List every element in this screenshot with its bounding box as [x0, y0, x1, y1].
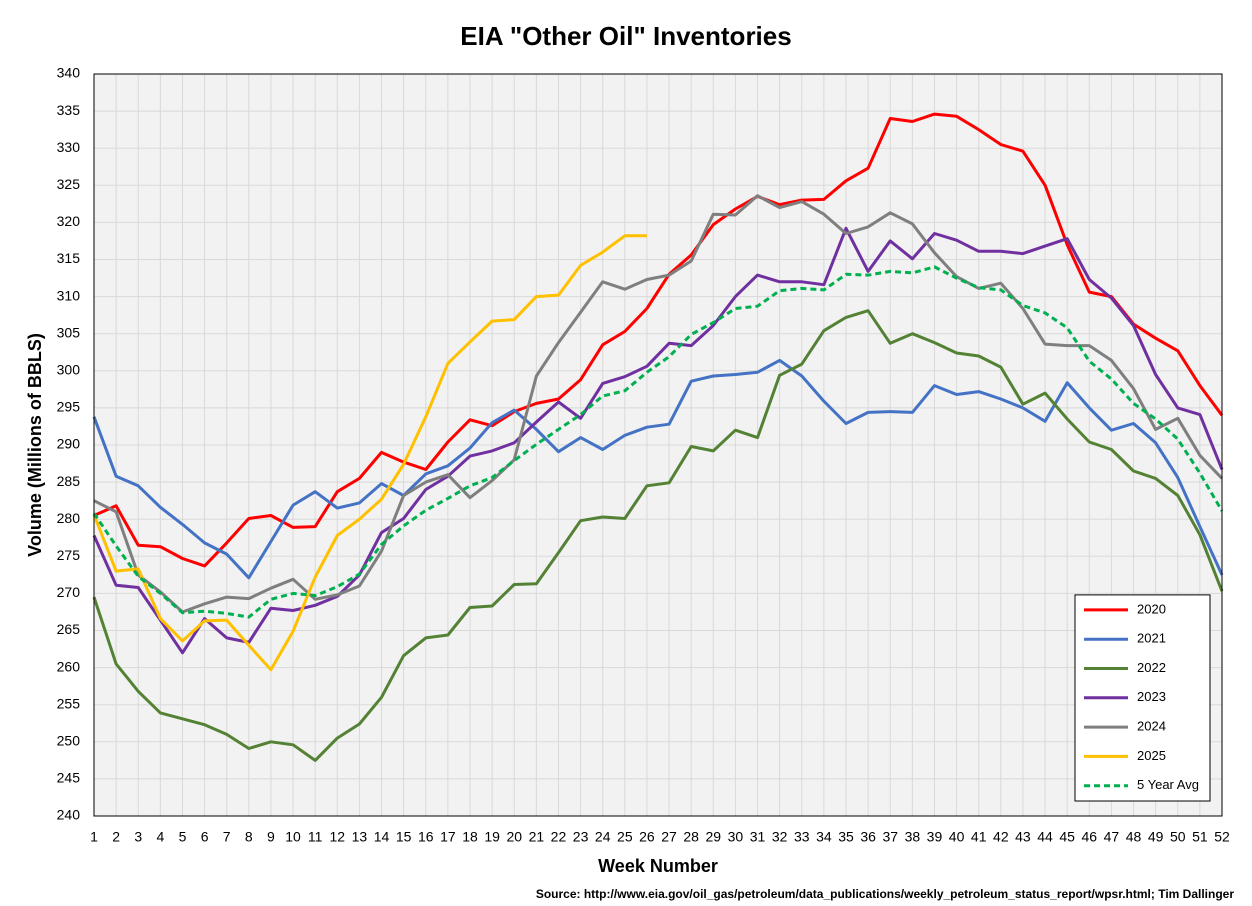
x-tick-label: 27	[661, 829, 677, 845]
x-tick-label: 35	[838, 829, 854, 845]
x-tick-label: 17	[440, 829, 456, 845]
x-tick-label: 23	[573, 829, 589, 845]
x-tick-label: 9	[267, 829, 275, 845]
x-tick-label: 36	[860, 829, 876, 845]
legend-label: 2024	[1137, 719, 1166, 734]
x-tick-label: 19	[484, 829, 500, 845]
x-tick-label: 18	[462, 829, 478, 845]
chart-title: EIA "Other Oil" Inventories	[460, 21, 791, 51]
x-tick-label: 34	[816, 829, 832, 845]
source-note: Source: http://www.eia.gov/oil_gas/petro…	[536, 887, 1234, 901]
x-tick-label: 21	[529, 829, 545, 845]
x-tick-label: 4	[156, 829, 164, 845]
y-tick-label: 290	[57, 436, 81, 452]
x-tick-label: 20	[506, 829, 522, 845]
x-tick-label: 14	[374, 829, 390, 845]
y-axis-label: Volume (Millions of BBLS)	[25, 333, 45, 557]
legend-label: 5 Year Avg	[1137, 777, 1199, 792]
plot-border	[93, 73, 1223, 817]
y-tick-label: 285	[57, 473, 81, 489]
x-tick-label: 37	[882, 829, 898, 845]
x-tick-label: 45	[1059, 829, 1075, 845]
x-tick-label: 8	[245, 829, 253, 845]
legend: 2020 2021 2022 2023 2024 2025 5 Year Avg	[1074, 594, 1211, 802]
x-tick-label: 51	[1192, 829, 1208, 845]
series-line	[92, 234, 647, 672]
x-tick-label: 15	[396, 829, 412, 845]
x-tick-label: 6	[201, 829, 209, 845]
y-tick-label: 265	[57, 621, 81, 637]
x-tick-label: 13	[352, 829, 368, 845]
x-tick-label: 52	[1214, 829, 1230, 845]
x-tick-label: 2	[112, 829, 120, 845]
y-tick-label: 240	[57, 807, 81, 823]
x-tick-label: 10	[285, 829, 301, 845]
x-tick-label: 38	[905, 829, 921, 845]
legend-label: 2025	[1137, 748, 1166, 763]
y-tick-label: 260	[57, 658, 81, 674]
x-tick-label: 3	[134, 829, 142, 845]
legend-label: 2021	[1137, 631, 1166, 646]
x-axis-label: Week Number	[598, 856, 718, 876]
x-tick-label: 39	[927, 829, 943, 845]
x-tick-label: 30	[728, 829, 744, 845]
x-tick-label: 31	[750, 829, 766, 845]
series-line	[92, 226, 1224, 655]
x-tick-label: 33	[794, 829, 810, 845]
x-tick-label: 40	[949, 829, 965, 845]
y-tick-label: 245	[57, 770, 81, 786]
series-line	[92, 309, 1224, 762]
x-tick-label: 47	[1104, 829, 1120, 845]
x-tick-label: 42	[993, 829, 1009, 845]
y-tick-label: 280	[57, 510, 81, 526]
x-tick-label: 43	[1015, 829, 1031, 845]
series-line	[93, 194, 1224, 614]
legend-label: 2022	[1137, 660, 1166, 675]
x-tick-label: 50	[1170, 829, 1186, 845]
x-tick-label: 48	[1126, 829, 1142, 845]
series-line	[92, 265, 1224, 619]
x-tick-label: 22	[551, 829, 567, 845]
x-tick-label: 26	[639, 829, 655, 845]
x-tick-label: 12	[330, 829, 346, 845]
y-tick-label: 250	[57, 733, 81, 749]
x-tick-label: 41	[971, 829, 987, 845]
y-tick-label: 330	[57, 139, 81, 155]
x-tick-label: 25	[617, 829, 633, 845]
y-tick-label: 270	[57, 584, 81, 600]
y-tick-label: 325	[57, 176, 81, 192]
y-tick-label: 255	[57, 695, 81, 711]
y-tick-label: 335	[57, 102, 81, 118]
y-tick-label: 305	[57, 324, 81, 340]
legend-label: 2020	[1137, 601, 1166, 616]
x-tick-label: 29	[706, 829, 722, 845]
x-tick-label: 28	[683, 829, 699, 845]
x-tick-label: 1	[90, 829, 98, 845]
x-tick-label: 16	[418, 829, 434, 845]
x-tick-label: 7	[223, 829, 231, 845]
lines	[92, 112, 1224, 762]
x-tick-label: 44	[1037, 829, 1053, 845]
x-tick-label: 5	[179, 829, 187, 845]
x-tick-label: 49	[1148, 829, 1164, 845]
x-tick-label: 32	[772, 829, 788, 845]
y-tick-label: 320	[57, 213, 81, 229]
y-tick-label: 295	[57, 399, 81, 415]
x-tick-label: 46	[1082, 829, 1098, 845]
y-tick-label: 310	[57, 287, 81, 303]
grid	[93, 73, 1223, 817]
y-tick-label: 340	[57, 65, 81, 81]
y-tick-label: 300	[57, 362, 81, 378]
x-tick-label: 24	[595, 829, 611, 845]
series-line	[92, 358, 1224, 580]
legend-label: 2023	[1137, 689, 1166, 704]
x-tick-label: 11	[308, 829, 323, 845]
y-tick-label: 315	[57, 250, 81, 266]
y-tick-label: 275	[57, 547, 81, 563]
